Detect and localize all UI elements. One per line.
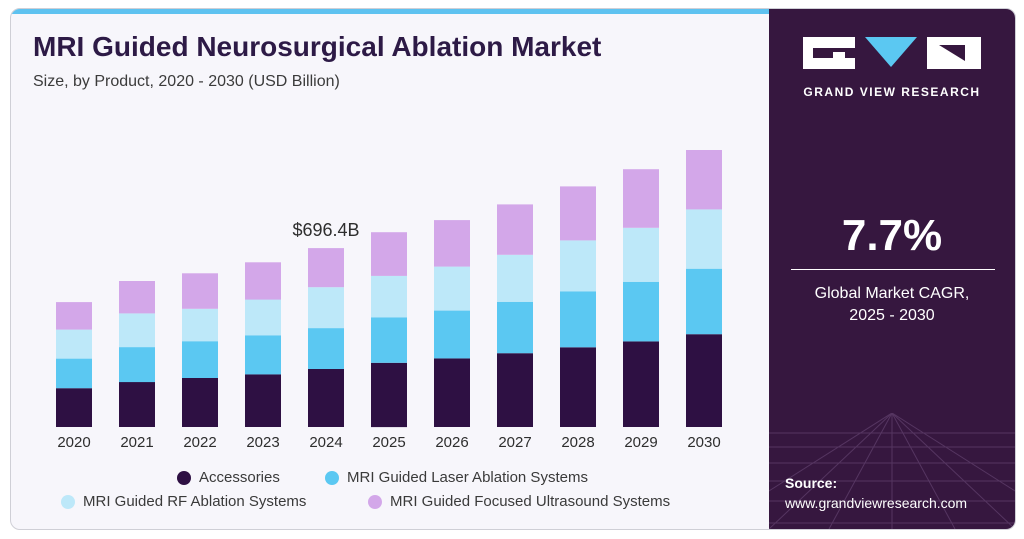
x-tick-label-2026: 2026	[435, 434, 468, 451]
x-tick-label-2027: 2027	[498, 434, 531, 451]
bar-segment-2028-s2	[560, 240, 596, 292]
bar-segment-2025-s3	[371, 232, 407, 276]
bar-segment-2022-s2	[182, 308, 218, 342]
bar-segment-2025-s2	[371, 275, 407, 318]
sidebar-panel: GRAND VIEW RESEARCH 7.7% Global Market C…	[769, 9, 1015, 529]
legend-label-accessories: Accessories	[199, 469, 280, 486]
infographic-card: MRI Guided Neurosurgical Ablation Market…	[10, 8, 1016, 530]
x-tick-label-2030: 2030	[687, 434, 720, 451]
x-tick-label-2021: 2021	[120, 434, 153, 451]
bar-segment-2029-s2	[623, 227, 659, 282]
bar-segment-2028-s0	[560, 347, 596, 427]
bar-segment-2020-s3	[56, 302, 92, 330]
bar-segment-2030-s3	[686, 150, 722, 210]
grid-decoration	[769, 413, 1015, 529]
chart-subtitle: Size, by Product, 2020 - 2030 (USD Billi…	[33, 73, 340, 90]
bar-segment-2028-s3	[560, 186, 596, 241]
cagr-label-line1: Global Market CAGR,	[814, 285, 970, 302]
legend-label-rf: MRI Guided RF Ablation Systems	[83, 493, 307, 510]
bar-segment-2020-s0	[56, 388, 92, 427]
legend-item-rf: MRI Guided RF Ablation Systems	[61, 493, 306, 510]
legend-item-laser: MRI Guided Laser Ablation Systems	[325, 469, 588, 486]
bar-segment-2027-s0	[497, 353, 533, 427]
bar-segment-2026-s0	[434, 358, 470, 427]
bar-segment-2024-s1	[308, 328, 344, 369]
legend-swatch-rf	[61, 494, 75, 509]
x-tick-label-2024: 2024	[309, 434, 342, 451]
bar-segment-2024-s0	[308, 368, 344, 427]
bar-segment-2023-s3	[245, 262, 281, 300]
bar-segment-2029-s0	[623, 341, 659, 427]
x-tick-label-2029: 2029	[624, 434, 657, 451]
legend-label-laser: MRI Guided Laser Ablation Systems	[347, 469, 588, 486]
cagr-value: 7.7%	[841, 211, 943, 260]
bar-segment-2022-s3	[182, 273, 218, 309]
bar-segment-2021-s3	[119, 281, 155, 314]
bar-segment-2024-s2	[308, 287, 344, 329]
bar-segment-2020-s2	[56, 329, 92, 359]
legend-swatch-ultrasound	[368, 494, 382, 509]
bar-segment-2026-s1	[434, 310, 470, 359]
bar-segment-2026-s3	[434, 220, 470, 267]
bar-segment-2027-s3	[497, 204, 533, 255]
bar-segment-2021-s0	[119, 382, 155, 427]
bar-segment-2020-s1	[56, 358, 92, 389]
bar-segment-2022-s1	[182, 341, 218, 378]
bar-segment-2023-s0	[245, 374, 281, 427]
cagr-label-line2: 2025 - 2030	[849, 307, 935, 324]
cagr-divider	[791, 269, 995, 270]
bar-segment-2028-s1	[560, 291, 596, 348]
bar-segment-2029-s1	[623, 281, 659, 342]
bar-segment-2025-s0	[371, 362, 407, 428]
bar-segment-2030-s0	[686, 334, 722, 427]
data-label-2024: $696.4B	[292, 220, 359, 240]
x-tick-label-2028: 2028	[561, 434, 594, 451]
bar-segment-2027-s1	[497, 301, 533, 354]
legend-item-accessories: Accessories	[177, 469, 280, 486]
bar-segment-2021-s2	[119, 313, 155, 348]
x-tick-label-2025: 2025	[372, 434, 405, 451]
x-tick-label-2020: 2020	[57, 434, 90, 451]
x-tick-label-2023: 2023	[246, 434, 279, 451]
legend-swatch-laser	[325, 470, 339, 485]
bar-segment-2023-s2	[245, 299, 281, 336]
bar-segment-2025-s1	[371, 317, 407, 363]
bar-segment-2022-s0	[182, 377, 218, 427]
cagr-label: Global Market CAGR, 2025 - 2030	[769, 283, 1015, 327]
stacked-bar-chart: 2020 2021 2022 2023 2024 2025 2026 2027 2028 2029…	[56, 150, 722, 451]
bar-segment-2027-s2	[497, 254, 533, 302]
accent-bar	[11, 9, 769, 14]
bar-segment-2026-s2	[434, 266, 470, 311]
legend-item-ultrasound: MRI Guided Focused Ultrasound Systems	[368, 493, 670, 510]
legend-swatch-accessories	[177, 470, 191, 485]
bar-segment-2029-s3	[623, 169, 659, 228]
x-tick-label-2022: 2022	[183, 434, 216, 451]
brand-logo-icon	[803, 37, 981, 69]
bar-segment-2021-s1	[119, 347, 155, 383]
bar-segment-2030-s1	[686, 268, 722, 335]
bar-segment-2030-s2	[686, 209, 722, 269]
legend-label-ultrasound: MRI Guided Focused Ultrasound Systems	[390, 493, 671, 510]
source-url[interactable]: www.grandviewresearch.com	[785, 495, 968, 511]
source-label: Source:	[785, 475, 838, 491]
brand-name: GRAND VIEW RESEARCH	[803, 85, 981, 99]
bar-segment-2024-s3	[308, 248, 344, 288]
chart-title: MRI Guided Neurosurgical Ablation Market	[33, 31, 602, 62]
bar-segment-2023-s1	[245, 335, 281, 375]
